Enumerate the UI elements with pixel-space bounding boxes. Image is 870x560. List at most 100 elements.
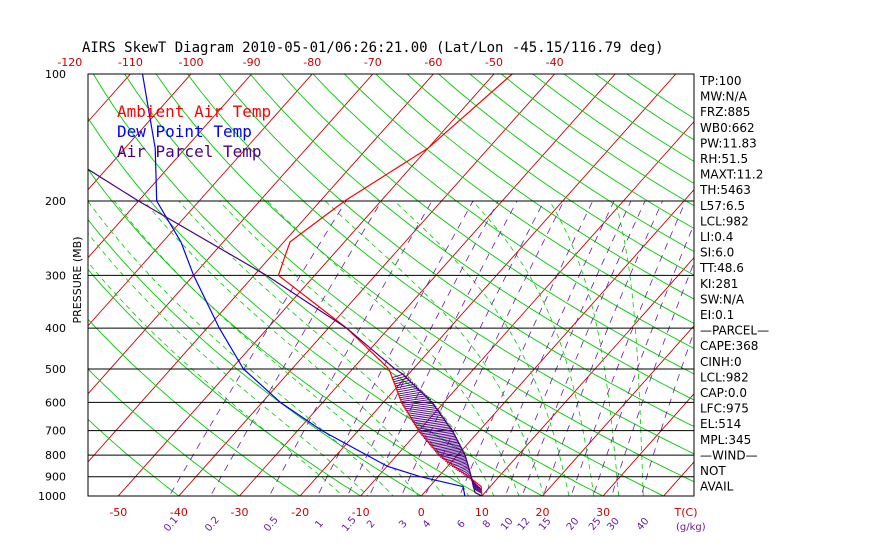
cape-hatch-line (415, 423, 449, 429)
pressure-tick-label: 700 (45, 425, 66, 438)
cape-hatch-line (407, 409, 440, 415)
index-item: LFC:975 (700, 402, 749, 416)
cape-hatch-line (396, 387, 420, 393)
moist-adiabat-line (113, 200, 419, 496)
cape-hatch-line (433, 445, 462, 451)
moist-adiabat-line (325, 200, 545, 496)
dry-adiabat-line (437, 74, 694, 253)
cape-hatch-line (401, 399, 432, 404)
mixing-ratio-tick-label: 0.5 (262, 515, 281, 534)
cape-hatch-line (411, 416, 444, 422)
index-item: WB0:662 (700, 121, 755, 135)
cape-hatch-line (393, 377, 409, 383)
index-item: EI:0.1 (700, 308, 734, 322)
pressure-tick-label: 400 (45, 322, 66, 335)
isotherm-line (663, 461, 694, 496)
pressure-tick-label: 1000 (38, 490, 66, 503)
index-item: CAPE:368 (700, 339, 758, 353)
mixing-ratio-line (346, 200, 499, 496)
mixing-ratio-lines (168, 200, 694, 496)
index-item: LCL:982 (700, 214, 749, 228)
isotherm-line (117, 74, 495, 496)
dry-adiabat-line (88, 268, 362, 496)
mixing-ratio-unit: (g/kg) (676, 522, 706, 533)
cape-hatch-line (441, 454, 466, 460)
cape-hatch-line (408, 411, 441, 417)
pressure-tick-label: 600 (45, 396, 66, 409)
cape-hatch-line (396, 385, 418, 391)
dry-adiabat-line (186, 74, 694, 455)
top-temp-tick-label: -80 (303, 56, 321, 69)
cape-hatch-line (399, 395, 428, 401)
mixing-ratio-line (640, 330, 694, 496)
cape-hatch-line (419, 429, 453, 435)
isotherm-line (238, 74, 616, 496)
isotherm-line (420, 189, 694, 496)
index-item: MAXT:11.2 (700, 168, 763, 182)
cape-hatch-line (427, 438, 458, 444)
mixing-ratio-tick-label: 8 (481, 518, 494, 530)
dry-adiabat-lines (88, 74, 694, 496)
cape-hatch-line (417, 426, 451, 432)
isotherm-line (178, 74, 556, 496)
index-item: TT:48.6 (699, 261, 744, 275)
cape-hatch-line (473, 486, 482, 492)
bottom-temp-tick-label: -40 (170, 506, 188, 519)
cape-hatch-line (418, 427, 453, 433)
top-temp-tick-label: -100 (179, 56, 204, 69)
cape-hatch-line (409, 413, 442, 419)
moist-adiabat-line (88, 232, 369, 496)
moist-adiabat-line (614, 200, 644, 496)
isotherm-line (88, 74, 374, 395)
index-item: SW:N/A (700, 292, 745, 306)
cape-hatch-line (413, 419, 447, 425)
cape-hatch-line (434, 447, 463, 453)
index-item: CINH:0 (700, 355, 742, 369)
dry-adiabat-line (124, 74, 665, 496)
cape-hatch-line (398, 391, 424, 397)
legend-entry: Ambient Air Temp (117, 102, 271, 121)
mixing-ratio-tick-label: 3 (397, 518, 410, 530)
index-item: SI:6.0 (700, 246, 734, 260)
legend-entry: Air Parcel Temp (117, 142, 262, 161)
mixing-ratio-line (400, 200, 545, 496)
moist-adiabat-line (549, 200, 620, 496)
mixing-ratio-line (592, 223, 694, 496)
dry-adiabat-line (88, 418, 180, 496)
cape-hatch-line (436, 448, 463, 454)
mixing-ratio-line (268, 200, 433, 496)
cape-hatch-line (437, 450, 464, 456)
top-temp-tick-label: -70 (364, 56, 382, 69)
dry-adiabat-line (249, 74, 694, 401)
isotherm-line (541, 325, 694, 496)
cape-hatch-line (405, 406, 437, 412)
cape-hatch-line (423, 434, 456, 440)
index-item: CAP:0.0 (700, 386, 747, 400)
cape-hatch-line (404, 404, 436, 410)
bottom-temp-tick-label: -10 (352, 506, 370, 519)
isotherm-lines (88, 74, 694, 496)
dry-adiabat-line (281, 74, 694, 375)
index-item: FRZ:885 (700, 105, 750, 119)
dry-adiabat-line (218, 74, 694, 428)
cape-hatch-line (446, 458, 467, 464)
chart-title: AIRS SkewT Diagram 2010-05-01/06:26:21.0… (82, 40, 664, 56)
bottom-temp-tick-label: -20 (291, 506, 309, 519)
mixing-ratio-tick-label: 6 (455, 518, 468, 530)
index-item: —PARCEL— (700, 324, 769, 338)
top-temp-tick-label: -120 (57, 56, 82, 69)
dry-adiabat-line (531, 74, 694, 184)
cape-hatch-line (432, 444, 461, 450)
cape-hatch-line (448, 459, 468, 465)
cape-hatch-line (474, 487, 482, 493)
bottom-temp-tick-label: -30 (231, 506, 249, 519)
cape-hatch-line (474, 488, 482, 494)
cape-hatch-line (397, 389, 422, 395)
dry-adiabat-line (88, 318, 301, 496)
bottom-temp-tick-label: 30 (596, 506, 610, 519)
cape-hatch-line (428, 440, 459, 445)
cape-hatch-line (394, 381, 414, 387)
index-item: LCL:982 (700, 370, 749, 384)
